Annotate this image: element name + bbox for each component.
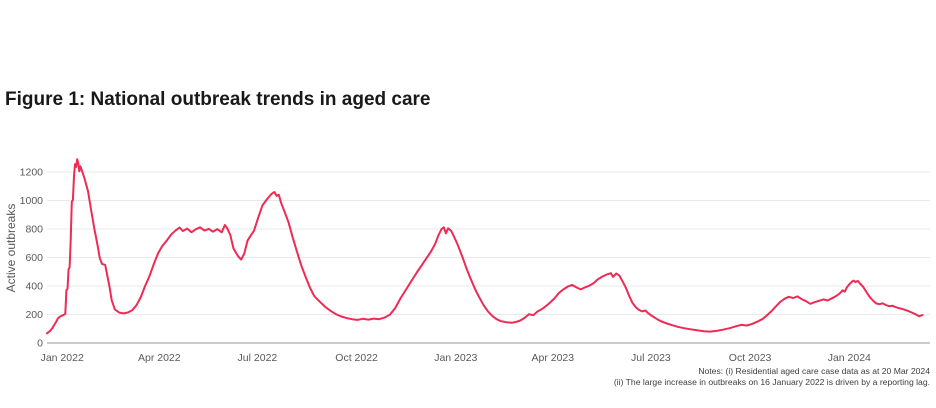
x-tick-label: Jan 2024 [828,352,871,364]
y-axis-title: Active outbreaks [4,204,18,293]
x-tick-label: Oct 2022 [335,352,378,364]
y-tick-label: 800 [25,224,43,236]
y-tick-label: 0 [37,338,43,350]
y-tick-label: 400 [25,281,43,293]
note-line-2: (ii) The large increase in outbreaks on … [613,377,930,387]
x-tick-label: Jul 2023 [631,352,671,364]
chart-notes: Notes: (i) Residential aged care case da… [614,366,930,388]
note-line-1: Notes: (i) Residential aged care case da… [698,366,930,376]
y-tick-label: 1200 [20,167,44,179]
y-tick-label: 1000 [20,195,44,207]
x-tick-label: Oct 2023 [729,352,772,364]
x-tick-label: Jul 2022 [238,352,278,364]
x-tick-label: Jan 2022 [41,352,84,364]
figure-title: Figure 1: National outbreak trends in ag… [5,89,431,110]
x-tick-label: Jan 2023 [434,352,477,364]
x-tick-label: Apr 2023 [531,352,574,364]
y-tick-label: 200 [25,309,43,321]
series-line [46,158,924,335]
x-tick-label: Apr 2022 [138,352,181,364]
y-tick-label: 600 [25,252,43,264]
